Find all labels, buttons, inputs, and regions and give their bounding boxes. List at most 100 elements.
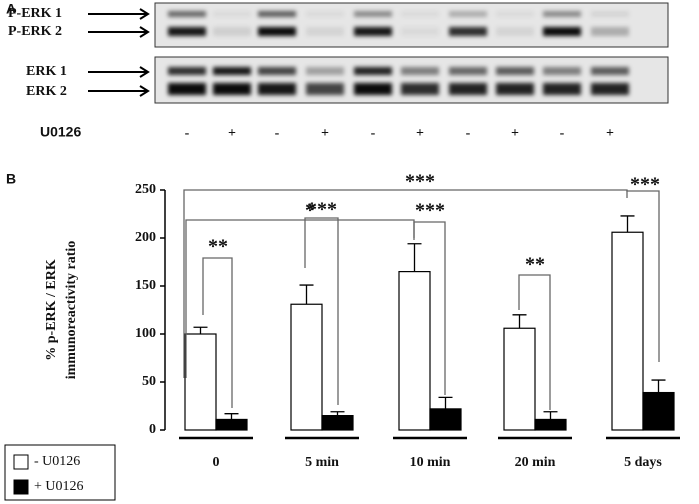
band [258,83,296,95]
bar [503,327,536,431]
y-tick-label: 50 [142,374,156,389]
y-tick-label: 250 [135,182,156,197]
band [213,27,251,36]
bar [184,333,217,431]
significance-label: ** [525,254,545,276]
blot-label: ERK 2 [26,84,67,99]
band [213,11,251,17]
error-bar [512,314,527,329]
panel-label: A [6,1,16,17]
band [449,83,487,95]
band [401,67,439,75]
x-tick-label: 5 min [305,455,339,470]
y-tick-label: 200 [135,230,156,245]
bar [534,418,567,431]
treatment-label: U0126 [40,124,81,140]
band [168,27,206,36]
x-tick-label: 10 min [410,455,451,470]
lane-sign: + [606,126,614,141]
lane-sign: - [185,126,190,141]
band [306,11,344,17]
band [213,67,251,75]
y-tick-label: 150 [135,278,156,293]
significance-label: *** [405,171,435,193]
significance-label: *** [630,174,660,196]
band [543,11,581,17]
lane-sign: - [466,126,471,141]
lane-sign: + [228,126,236,141]
error-bar [438,396,453,409]
band [496,67,534,75]
lane-sign: + [321,126,329,141]
blot-label: P-ERK 2 [8,24,62,39]
bar [642,391,675,431]
x-tick-label: 20 min [515,455,556,470]
y-tick-label: 0 [149,422,156,437]
error-bar [299,284,314,305]
significance-bracket [202,257,233,408]
band [496,83,534,95]
significance-bracket [518,274,551,410]
band [449,67,487,75]
band [496,11,534,17]
legend-swatch [13,454,29,470]
band [496,27,534,36]
band [258,67,296,75]
band [449,27,487,36]
significance-bracket [185,219,415,378]
legend-label: + U0126 [34,479,84,494]
bar [611,231,644,431]
legend-swatch [13,479,29,495]
significance-bracket [183,189,628,378]
band [306,67,344,75]
y-tick-label: 100 [135,326,156,341]
arrows [88,8,150,97]
band [401,27,439,36]
lane-sign: - [371,126,376,141]
band [258,27,296,36]
bar [290,303,323,431]
band [543,27,581,36]
band [543,83,581,95]
blot-membrane [154,2,669,48]
band [401,83,439,95]
bar [429,408,462,431]
lane-sign: + [511,126,519,141]
band [543,67,581,75]
band [591,11,629,17]
legend-label: - U0126 [34,454,80,469]
band [449,11,487,17]
band [354,27,392,36]
blot-bands [168,11,629,95]
y-axis-label: immunoreactivity ratio [64,241,79,380]
x-tick-label: 5 days [624,455,662,470]
significance-label: * [305,200,315,222]
bar [215,418,248,431]
band [591,27,629,36]
bar [398,271,431,431]
significance-bracket [304,217,339,405]
significance-label: *** [307,199,337,221]
band [354,11,392,17]
band [168,11,206,17]
error-bar [543,411,558,420]
lane-sign: - [560,126,565,141]
band [213,83,251,95]
blot-label: ERK 1 [26,64,67,79]
error-bar [330,411,345,416]
error-bar [407,243,422,272]
band [354,67,392,75]
legend [4,444,116,501]
x-tick-label: 0 [213,455,220,470]
lane-sign: - [275,126,280,141]
band [591,83,629,95]
band [306,83,344,95]
significance-label: *** [415,200,445,222]
error-bar [620,215,635,233]
significance-label: ** [208,236,228,258]
band [401,11,439,17]
panel-label: B [6,171,16,187]
y-axis-label: % p-ERK / ERK [44,259,59,361]
error-bar [193,326,208,334]
